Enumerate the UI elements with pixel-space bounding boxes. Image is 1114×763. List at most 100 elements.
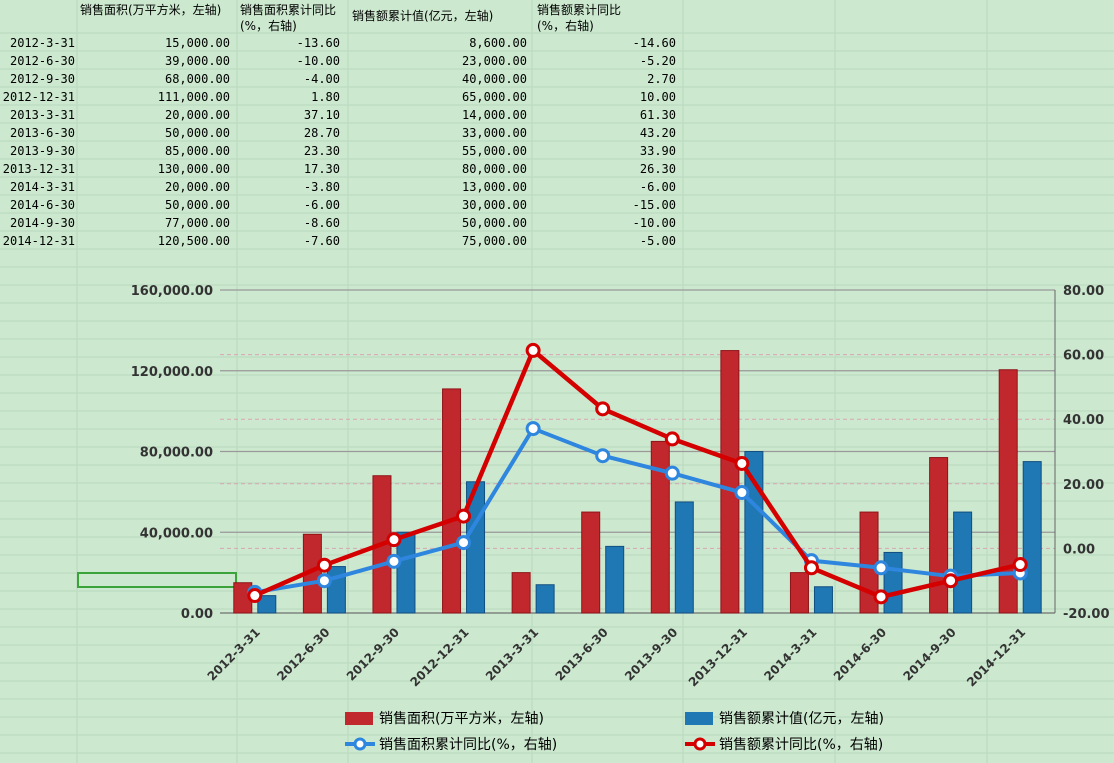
left-tick-label: 80,000.00 bbox=[140, 446, 213, 461]
row-date-cell: 2013-12-31 bbox=[2, 162, 75, 176]
row-date-cell: 2013-3-31 bbox=[9, 108, 75, 122]
legend-item: 销售额累计值(亿元，左轴) bbox=[685, 708, 884, 728]
table-cell: 23.30 bbox=[303, 144, 340, 158]
point-area-yoy bbox=[873, 560, 889, 576]
right-tick-label: 0.00 bbox=[1063, 542, 1095, 557]
table-cell: 55,000.00 bbox=[461, 144, 527, 158]
table-cell: 65,000.00 bbox=[461, 90, 527, 104]
table-cell: 130,000.00 bbox=[157, 162, 230, 176]
bar-sales-value bbox=[396, 531, 416, 614]
table-cell: 61.30 bbox=[639, 108, 676, 122]
table-cell: 111,000.00 bbox=[157, 90, 230, 104]
right-tick-label: 20.00 bbox=[1063, 478, 1104, 493]
table-cell: 43.20 bbox=[639, 126, 676, 140]
table-cell: -14.60 bbox=[632, 36, 676, 50]
table-cell: 30,000.00 bbox=[461, 198, 527, 212]
row-date-cell: 2012-6-30 bbox=[9, 54, 75, 68]
bar-sales-value bbox=[813, 586, 833, 614]
point-area-yoy bbox=[595, 448, 611, 464]
table-header: 销售面积(万平方米，左轴) bbox=[80, 3, 222, 17]
bar-sales-value bbox=[257, 595, 277, 614]
bar-sales-area bbox=[442, 388, 462, 614]
legend-line-swatch bbox=[685, 737, 715, 751]
left-tick-label: 160,000.00 bbox=[131, 284, 213, 299]
line-area-yoy bbox=[254, 426, 1021, 595]
point-value-yoy bbox=[734, 455, 750, 471]
right-tick-label: 40.00 bbox=[1063, 413, 1104, 428]
table-cell: -6.00 bbox=[639, 180, 676, 194]
bar-sales-area bbox=[511, 572, 531, 614]
category-label: 2012-12-31 bbox=[407, 625, 471, 689]
table-cell: -5.00 bbox=[639, 234, 676, 248]
table-cell: 39,000.00 bbox=[164, 54, 230, 68]
left-tick-label: 40,000.00 bbox=[140, 526, 213, 541]
legend-label: 销售额累计同比(%，右轴) bbox=[719, 737, 884, 753]
table-header: 销售额累计同比(%，右轴) bbox=[537, 3, 622, 33]
point-area-yoy bbox=[664, 465, 680, 481]
table-cell: 33,000.00 bbox=[461, 126, 527, 140]
table-cell: 50,000.00 bbox=[164, 198, 230, 212]
legend-bar-swatch bbox=[345, 711, 373, 725]
point-value-yoy bbox=[316, 557, 332, 573]
category-label: 2014-12-31 bbox=[964, 625, 1028, 689]
table-cell: 50,000.00 bbox=[164, 126, 230, 140]
table-cell: -3.80 bbox=[303, 180, 340, 194]
table-cell: 50,000.00 bbox=[461, 216, 527, 230]
table-cell: -10.00 bbox=[296, 54, 340, 68]
table-cell: 14,000.00 bbox=[461, 108, 527, 122]
point-area-yoy bbox=[456, 535, 472, 551]
point-value-yoy bbox=[803, 560, 819, 576]
point-area-yoy bbox=[734, 485, 750, 501]
point-value-yoy bbox=[873, 589, 889, 605]
table-cell: -7.60 bbox=[303, 234, 340, 248]
bar-sales-value bbox=[674, 501, 694, 614]
row-date-cell: 2014-3-31 bbox=[9, 180, 75, 194]
legend-item: 销售面积(万平方米，左轴) bbox=[345, 708, 544, 728]
combo-chart: 0.00 40,000.00 80,000.00 120,000.00 160,000.… bbox=[131, 284, 1110, 689]
row-date-cell: 2014-6-30 bbox=[9, 198, 75, 212]
table-cell: -4.00 bbox=[303, 72, 340, 86]
bar-sales-area bbox=[581, 511, 601, 614]
table-cell: 20,000.00 bbox=[164, 180, 230, 194]
point-value-yoy bbox=[386, 532, 402, 548]
table-cell: -8.60 bbox=[303, 216, 340, 230]
category-label: 2012-3-31 bbox=[205, 625, 263, 683]
bar-sales-area bbox=[998, 369, 1018, 614]
table-cell: 75,000.00 bbox=[461, 234, 527, 248]
row-date-cell: 2013-9-30 bbox=[9, 144, 75, 158]
bar-sales-area bbox=[720, 350, 740, 614]
table-cell: 120,500.00 bbox=[157, 234, 230, 248]
point-value-yoy bbox=[664, 431, 680, 447]
point-value-yoy bbox=[943, 573, 959, 589]
table-cell: 2.70 bbox=[647, 72, 676, 86]
point-value-yoy bbox=[525, 342, 541, 358]
legend-label: 销售面积(万平方米，左轴) bbox=[379, 711, 544, 727]
table-cell: 85,000.00 bbox=[164, 144, 230, 158]
point-value-yoy bbox=[456, 508, 472, 524]
table-cell: -13.60 bbox=[296, 36, 340, 50]
table-cell: 37.10 bbox=[303, 108, 340, 122]
bar-sales-area bbox=[650, 440, 670, 614]
point-value-yoy bbox=[595, 401, 611, 417]
row-date-cell: 2012-12-31 bbox=[2, 90, 75, 104]
bar-sales-value bbox=[1022, 461, 1042, 614]
selected-cell[interactable] bbox=[77, 572, 237, 588]
table-cell: -15.00 bbox=[632, 198, 676, 212]
legend-line-swatch bbox=[345, 737, 375, 751]
bar-sales-value bbox=[605, 545, 625, 614]
right-tick-label: 80.00 bbox=[1063, 284, 1104, 299]
bar-sales-area bbox=[929, 457, 949, 614]
category-label: 2013-9-30 bbox=[622, 625, 680, 683]
line-value-yoy bbox=[253, 348, 1021, 600]
bar-sales-area bbox=[789, 572, 809, 614]
category-label: 2014-9-30 bbox=[900, 625, 958, 683]
table-cell: 10.00 bbox=[639, 90, 676, 104]
table-cell: 28.70 bbox=[303, 126, 340, 140]
row-date-cell: 2012-3-31 bbox=[9, 36, 75, 50]
legend-item: 销售额累计同比(%，右轴) bbox=[685, 734, 883, 754]
point-area-yoy bbox=[316, 573, 332, 589]
category-label: 2013-6-30 bbox=[553, 625, 611, 683]
category-label: 2014-3-31 bbox=[761, 625, 819, 683]
table-cell: -10.00 bbox=[632, 216, 676, 230]
table-cell: 80,000.00 bbox=[461, 162, 527, 176]
